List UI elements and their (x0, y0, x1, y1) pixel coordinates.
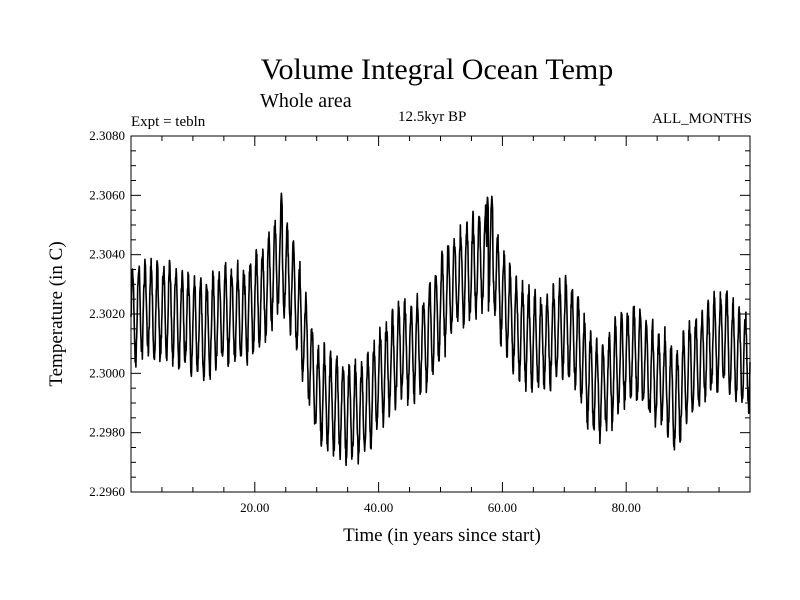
x-tick-label: 80.00 (612, 500, 641, 515)
ticks-group: 20.00 40.00 60.00 80.00 2.2960 2.2980 2.3000 2.… (89, 128, 750, 515)
y-tick-label: 2.3080 (89, 128, 125, 143)
months-label: ALL_MONTHS (652, 111, 752, 127)
y-axis-label: Temperature (in C) (46, 241, 67, 386)
y-tick-label: 2.3040 (89, 247, 125, 262)
x-tick-label: 40.00 (364, 500, 393, 515)
x-tick-label: 60.00 (488, 500, 517, 515)
experiment-label: Expt = tebln (131, 114, 206, 130)
series-line (130, 192, 751, 467)
y-tick-label: 2.3060 (89, 187, 125, 202)
y-tick-label: 2.3000 (89, 365, 125, 380)
y-tick-label: 2.2960 (89, 484, 125, 499)
chart-title: Volume Integral Ocean Temp (261, 53, 614, 86)
y-tick-label: 2.3020 (89, 306, 125, 321)
plot-frame (130, 135, 751, 493)
period-label: 12.5kyr BP (398, 109, 466, 125)
series-group (130, 192, 751, 467)
x-axis-label: Time (in years since start) (343, 525, 541, 546)
x-tick-label: 20.00 (240, 500, 269, 515)
chart-subtitle: Whole area (260, 90, 352, 112)
y-tick-label: 2.2980 (89, 425, 125, 440)
